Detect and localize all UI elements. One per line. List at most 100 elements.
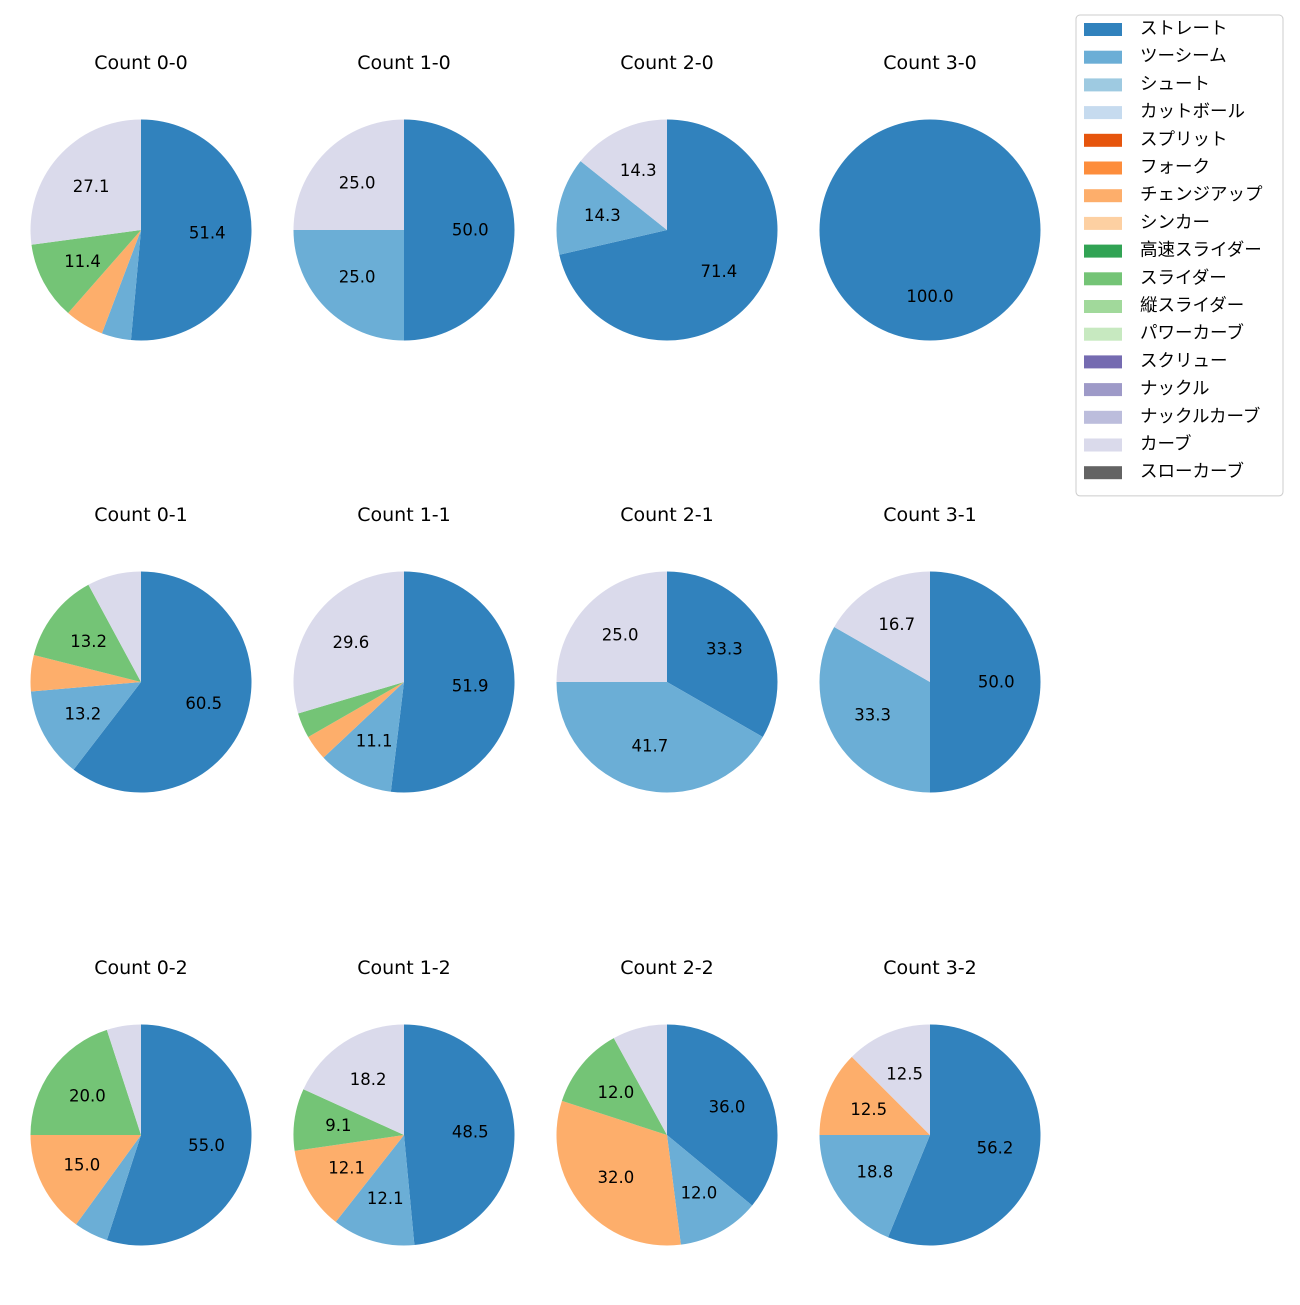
pie-slice-count-2-1-0 [667,571,778,738]
pie-title: Count 3-0 [883,52,977,74]
pie-data-label: 12.0 [598,1083,635,1102]
pie-slice-count-0-0-1 [101,230,141,341]
pie-slice-count-3-1-2 [834,571,930,682]
pie-data-label: 12.1 [328,1159,365,1178]
pie-count-2-0: Count 2-0 71.4 14.3 14.3 [556,52,778,341]
legend-label: ナックルカーブ [1140,406,1260,427]
pie-data-label: 71.4 [700,262,737,281]
pie-data-label: 36.0 [709,1097,746,1116]
pie-slice-count-2-2-1 [667,1135,753,1245]
pie-count-0-1: Count 0-1 60.5 13.2 13.2 [30,504,252,793]
pie-slice-count-2-0-1 [556,161,667,255]
pie-slice-count-1-1-4 [293,571,404,714]
legend-swatch [1084,327,1122,341]
pie-slice-count-2-0-2 [580,119,667,230]
legend-label: カーブ [1140,434,1191,455]
legend-frame [1075,14,1284,497]
pie-slice-count-2-0-0 [559,119,778,341]
pie-slice-count-0-2-0 [106,1024,252,1246]
pie-count-0-2: Count 0-2 55.0 15.0 20.0 [30,957,252,1246]
pie-slice-count-1-0-0 [404,119,515,341]
legend-label: シュート [1140,74,1210,94]
pie-slice-count-0-0-4 [30,119,141,245]
legend-label: ストレート [1140,19,1228,39]
pie-data-label: 12.1 [367,1189,404,1208]
pie-slice-count-2-1-2 [556,571,667,682]
pie-data-label: 11.4 [64,252,101,271]
pie-title: Count 2-0 [620,52,714,74]
pie-slice-count-3-2-3 [851,1024,930,1135]
pie-slice-count-1-2-2 [294,1135,404,1222]
pie-data-label: 50.0 [978,673,1015,692]
legend-label: スローカーブ [1140,461,1244,482]
pie-slice-count-3-0-0 [819,119,1041,341]
legend-swatch [1084,300,1122,313]
pie-data-label: 20.0 [69,1087,106,1106]
pie-data-label: 33.3 [854,706,891,725]
legend-label: 縦スライダー [1140,296,1244,316]
pie-slice-count-2-1-1 [556,682,763,793]
legend-swatch [1084,50,1122,64]
pie-data-label: 41.7 [632,737,669,756]
pie-data-label: 11.1 [356,732,393,751]
pie-slice-count-1-0-2 [293,119,404,230]
pie-data-label: 48.5 [452,1122,489,1141]
pie-data-label: 13.2 [70,632,107,651]
pie-data-label: 29.6 [332,633,369,652]
legend-swatch [1084,161,1122,175]
legend-swatch [1084,438,1122,452]
legend-label: スプリット [1140,130,1228,150]
legend-swatch [1084,466,1122,480]
legend-label: フォーク [1140,158,1210,178]
pie-data-label: 55.0 [188,1136,225,1155]
pie-slice-count-0-0-2 [68,230,141,334]
legend-swatch [1084,244,1122,258]
pie-title: Count 2-1 [620,504,714,526]
legend-swatch [1084,383,1122,397]
legend-label: パワーカーブ [1140,323,1244,344]
pie-count-1-1: Count 1-1 51.9 11.1 29.6 [293,504,515,793]
pie-data-label: 51.4 [189,224,226,243]
pie-title: Count 0-2 [94,957,188,979]
pie-data-label: 16.7 [878,615,915,634]
pie-data-label: 9.1 [325,1116,351,1135]
legend-swatch [1084,106,1122,120]
legend-label: カットボール [1140,102,1245,122]
legend-swatch [1084,23,1122,36]
pie-slice-count-0-0-3 [31,230,142,314]
pie-slice-count-2-2-3 [561,1038,667,1135]
pie-data-label: 18.2 [350,1070,387,1089]
pie-title: Count 1-0 [357,52,451,74]
pie-data-label: 56.2 [977,1138,1014,1157]
pie-count-2-2: Count 2-2 36.0 12.0 32.0 12.0 [556,957,778,1246]
pie-title: Count 1-2 [357,957,451,979]
pie-title: Count 3-1 [883,504,977,526]
pie-title: Count 1-1 [357,504,451,526]
legend-label: チェンジアップ [1140,185,1263,205]
legend-label: スクリュー [1140,351,1228,371]
legend-swatch [1084,133,1122,147]
pie-slice-count-2-2-0 [667,1024,778,1206]
pie-slice-count-1-2-1 [335,1135,415,1246]
pie-slice-count-0-1-4 [88,571,141,682]
pie-data-label: 25.0 [602,626,639,645]
pie-slice-count-3-2-2 [819,1056,930,1135]
pie-count-3-0: Count 3-0 100.0 [819,52,1041,341]
pie-slice-count-1-1-1 [323,682,404,792]
pie-slice-count-0-2-4 [106,1024,141,1135]
legend: ストレートツーシームシュートカットボールスプリットフォークチェンジアップシンカー… [1075,14,1284,497]
pie-count-2-1: Count 2-1 33.3 41.7 25.0 [556,504,778,793]
pie-data-label: 33.3 [706,639,743,658]
pie-slice-count-0-1-0 [73,571,252,793]
pie-slice-count-0-1-3 [33,584,142,682]
pie-data-label: 51.9 [452,676,489,695]
pie-slice-count-1-0-1 [293,230,404,341]
pie-data-label: 12.5 [850,1100,887,1119]
pie-slice-count-3-1-0 [930,571,1041,793]
pie-slice-count-1-1-2 [308,682,404,758]
pie-slice-count-1-1-0 [390,571,515,793]
pie-slice-count-0-2-2 [30,1135,141,1225]
pie-data-label: 15.0 [64,1156,101,1175]
pie-data-label: 100.0 [906,287,953,306]
